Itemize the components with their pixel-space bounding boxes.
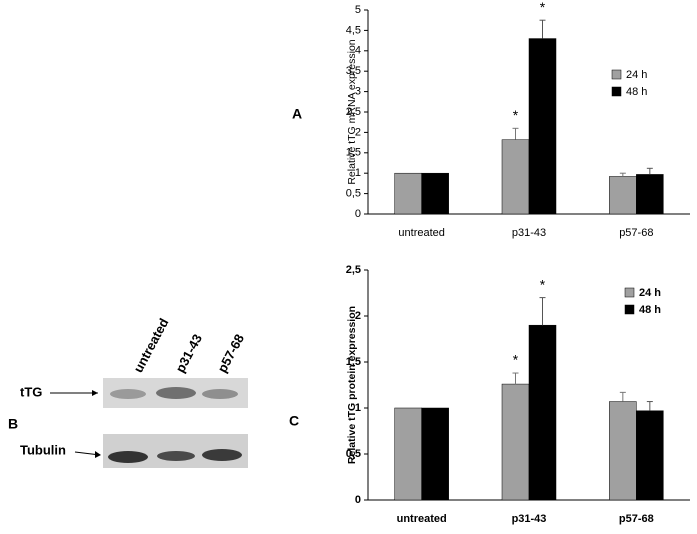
y-tick-label: 3: [355, 86, 361, 98]
bar: [609, 176, 637, 215]
y-tick-label: 2,5: [346, 106, 361, 118]
lane-label: p31-43: [172, 332, 205, 375]
bar: [636, 410, 664, 501]
significance-marker: *: [513, 352, 519, 368]
y-tick-label: 1: [355, 402, 361, 414]
legend-label: 48 h: [639, 304, 661, 316]
x-tick-label: p57-68: [619, 227, 653, 239]
legend-label: 24 h: [626, 69, 647, 81]
y-tick-label: 2,5: [346, 264, 361, 276]
y-tick-label: 2: [355, 126, 361, 138]
y-tick-label: 2: [355, 310, 361, 322]
x-tick-label: p31-43: [512, 513, 547, 525]
y-tick-label: 0: [355, 208, 361, 220]
bar: [609, 401, 637, 501]
bar: [528, 324, 557, 501]
y-tick-label: 4,5: [346, 24, 361, 36]
y-tick-label: 0,5: [346, 188, 361, 200]
band: [108, 451, 148, 463]
legend-swatch: [611, 86, 622, 97]
y-tick-label: 1,5: [346, 147, 361, 159]
x-tick-label: p57-68: [619, 513, 654, 525]
legend-label: 24 h: [639, 287, 661, 299]
lane-label: p57-68: [214, 332, 247, 375]
bar: [394, 407, 422, 501]
legend-swatch: [624, 304, 635, 315]
legend-swatch: [624, 287, 635, 298]
x-tick-label: untreated: [398, 227, 444, 239]
y-tick-label: 1,5: [346, 356, 361, 368]
significance-marker: *: [513, 107, 519, 123]
row-label: Tubulin: [20, 442, 66, 457]
y-tick-label: 5: [355, 4, 361, 16]
y-tick-label: 4: [355, 45, 361, 57]
y-axis-title: Relative tTG protein expression: [346, 306, 358, 464]
bar: [501, 139, 530, 215]
panel-label: A: [292, 106, 302, 122]
panel-label: C: [289, 413, 299, 429]
row-label: tTG: [20, 384, 42, 399]
y-axis-title: Relative tTG mRNA expression: [346, 39, 358, 184]
bar: [528, 38, 557, 215]
arrow-head: [92, 390, 98, 396]
bar: [394, 172, 422, 215]
panel-label: B: [8, 416, 18, 432]
band: [156, 387, 196, 399]
bar: [636, 174, 664, 215]
y-tick-label: 0,5: [346, 448, 361, 460]
band: [157, 451, 195, 461]
y-tick-label: 3,5: [346, 65, 361, 77]
significance-marker: *: [540, 276, 546, 292]
y-tick-label: 1: [355, 167, 361, 179]
x-tick-label: p31-43: [512, 227, 546, 239]
x-tick-label: untreated: [397, 513, 447, 525]
bar: [501, 383, 530, 501]
bar: [421, 172, 449, 215]
band: [202, 449, 242, 461]
band: [202, 389, 238, 399]
bar: [421, 407, 449, 501]
arrow-head: [95, 451, 101, 458]
legend-swatch: [611, 69, 622, 80]
y-tick-label: 0: [355, 494, 361, 506]
band: [110, 389, 146, 399]
significance-marker: *: [540, 0, 546, 15]
legend-label: 48 h: [626, 86, 647, 98]
lane-label: untreated: [130, 316, 171, 375]
